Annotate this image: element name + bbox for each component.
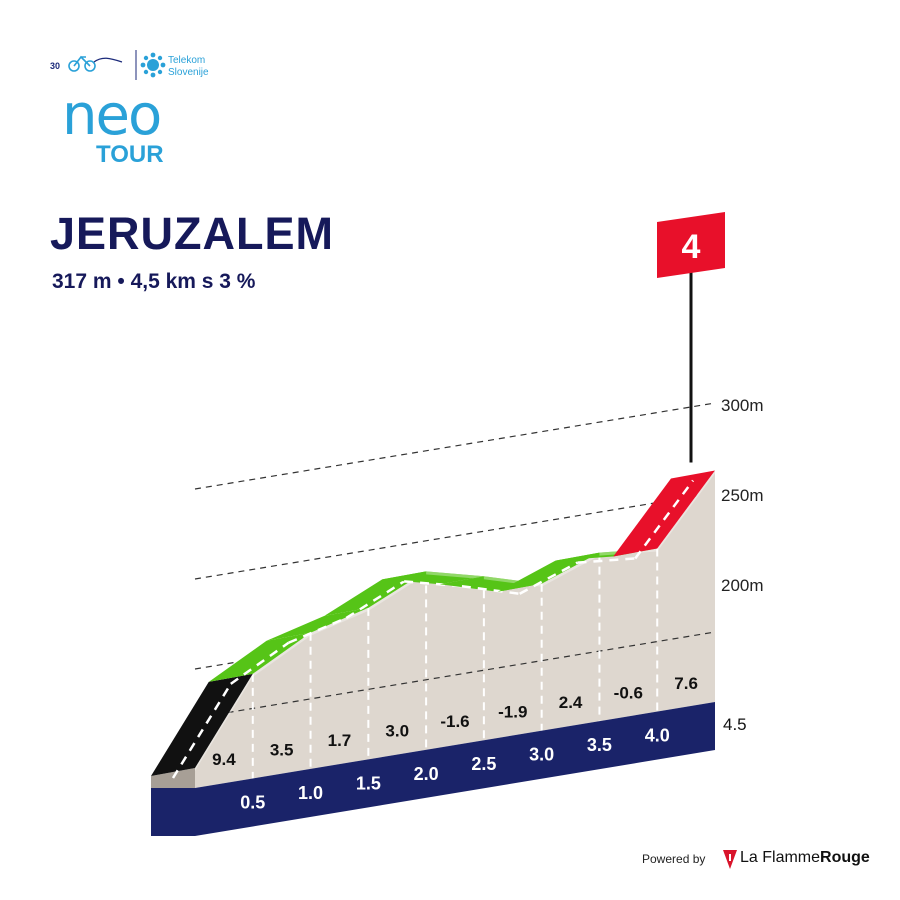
brand-name-bold: Rouge — [820, 849, 870, 866]
gradient-segment-edge — [657, 470, 715, 552]
brand-logo: neo TOUR — [62, 92, 164, 168]
gradient-label: 7.6 — [674, 674, 698, 693]
telekom-logo-icon — [140, 52, 166, 78]
gradient-segment — [151, 673, 253, 776]
road-centerline — [461, 584, 520, 596]
elevation-gridline — [194, 402, 716, 490]
gradient-segment-edge — [252, 632, 311, 677]
distance-band — [195, 702, 715, 836]
gradient-label: -0.6 — [614, 683, 643, 702]
road-centerline — [230, 641, 290, 685]
gradient-label: 2.4 — [559, 693, 583, 712]
gradient-label: -1.9 — [498, 702, 527, 721]
distance-label: 1.5 — [356, 773, 381, 793]
chart-layer: 200m 250m 300m 9.4 3.5 1.7 3.0 -1.6 -1.9 2.4 -0.6 7… — [151, 212, 764, 836]
road-centerline — [577, 557, 636, 564]
road-centerline — [345, 580, 405, 619]
gradient-segment — [266, 607, 369, 641]
powered-by-text: Powered by — [642, 852, 706, 866]
brand-logo-word: neo — [62, 92, 160, 148]
brand-logo-tour: TOUR — [96, 141, 164, 168]
road-centerline — [288, 616, 347, 644]
elevation-tick-label: 300m — [721, 396, 764, 415]
flame-logo-icon — [723, 850, 737, 869]
brand-name-regular: La Flamme — [740, 849, 821, 866]
partner-name-line1: Telekom — [168, 55, 205, 66]
elevation-tick-label: 200m — [721, 576, 764, 595]
distance-label: 1.0 — [298, 783, 323, 803]
brand-name: La FlammeRouge — [740, 849, 870, 867]
distance-label: 3.5 — [587, 735, 612, 755]
road-centerline — [171, 683, 232, 779]
distance-label: 2.0 — [414, 764, 439, 784]
gradient-label: 3.5 — [270, 741, 294, 760]
gradient-label: 3.0 — [385, 722, 409, 741]
distance-label: 2.5 — [471, 754, 496, 774]
climb-subtitle: 317 m • 4,5 km s 3 % — [52, 270, 256, 293]
category-label: 4 — [682, 228, 701, 266]
distance-band-end — [151, 788, 195, 836]
partner-name-line2: Slovenije — [168, 67, 209, 78]
gradient-segment-edge — [426, 571, 484, 580]
gradient-segment-edge — [195, 673, 253, 771]
gradient-label: 9.4 — [212, 750, 236, 769]
category-flag — [657, 212, 725, 278]
distance-label: 4.0 — [645, 726, 670, 746]
road-centerline — [519, 561, 579, 595]
gradient-segment — [497, 552, 600, 592]
elevation-tick-label: 250m — [721, 486, 764, 505]
footer-credit: Powered by La FlammeRouge — [642, 846, 872, 874]
gradient-segment — [613, 470, 715, 557]
gradient-label: 1.7 — [328, 731, 352, 750]
profile-face — [195, 470, 715, 788]
distance-label: 0.5 — [240, 792, 265, 812]
total-distance-label: 4.5 — [723, 715, 747, 734]
climb-title: JERUZALEM — [50, 208, 335, 259]
anniversary-number: 30 — [50, 61, 60, 71]
header-logos: 30 Telekom Slovenije — [50, 50, 209, 80]
distance-label: 3.0 — [529, 745, 554, 765]
gradient-label: -1.6 — [440, 712, 469, 731]
cyclist-logo-icon — [68, 55, 123, 72]
road-centerline — [634, 479, 695, 560]
